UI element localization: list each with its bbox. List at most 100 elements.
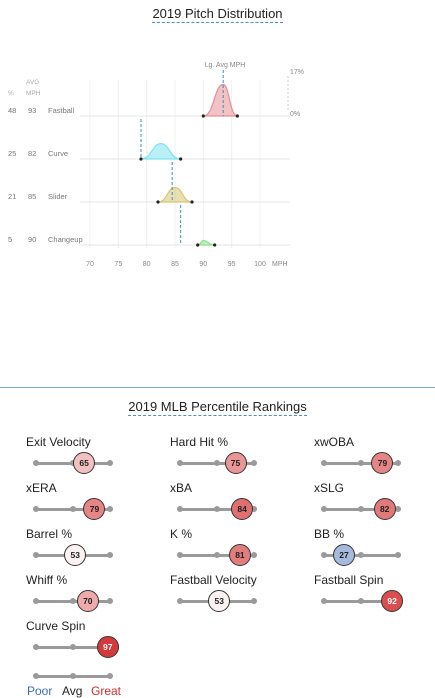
x-tick-label: 75 xyxy=(114,261,122,268)
metric-label: Fastball Spin xyxy=(314,573,384,587)
x-tick-label: 90 xyxy=(199,261,207,268)
percentile-tick xyxy=(395,506,401,512)
range-max-dot xyxy=(213,243,217,247)
pitch-mph: 82 xyxy=(28,149,36,158)
legend-tick xyxy=(107,673,113,679)
percentile-bubble: 84 xyxy=(231,498,254,520)
pitch-density-curve xyxy=(197,239,215,246)
metric-label: Exit Velocity xyxy=(26,435,91,449)
percentile-tick xyxy=(33,460,39,466)
percentile-bubble: 97 xyxy=(96,636,119,658)
range-max-dot xyxy=(190,200,194,204)
pitch-density-curve xyxy=(203,83,238,117)
percentile-tick xyxy=(177,460,183,466)
pitch-density-curve xyxy=(140,142,181,160)
percentile-tick xyxy=(33,552,39,558)
header-mph: MPH xyxy=(26,90,41,97)
metric-label: BB % xyxy=(314,527,345,541)
percentile-metric: xERA 79 xyxy=(26,481,136,527)
percentile-bubble: 70 xyxy=(76,590,99,612)
percentile-tick xyxy=(321,598,327,604)
percentile-metric: xBA 84 xyxy=(170,481,280,527)
distribution-title: 2019 Pitch Distribution xyxy=(152,6,283,23)
max-pct-label: 17% xyxy=(290,69,304,76)
percentile-metric: Exit Velocity 65 xyxy=(26,435,136,481)
percentile-tick xyxy=(214,460,220,466)
percentile-tick xyxy=(214,552,220,558)
percentile-tick xyxy=(321,552,327,558)
x-tick-label: 100 xyxy=(254,261,266,268)
pitch-name: Curve xyxy=(48,149,68,158)
header-pct: % xyxy=(8,90,14,97)
metric-label: Fastball Velocity xyxy=(170,573,257,587)
x-tick-label: 70 xyxy=(86,261,94,268)
percentile-bubble: 92 xyxy=(381,590,404,612)
range-min-dot xyxy=(196,243,200,247)
pitch-name: Slider xyxy=(48,192,68,201)
percentile-metric: K % 81 xyxy=(170,527,280,573)
percentile-tick xyxy=(177,506,183,512)
percentile-tick xyxy=(358,506,364,512)
range-min-dot xyxy=(201,114,205,118)
range-min-dot xyxy=(156,200,160,204)
legend-tick xyxy=(70,673,76,679)
percentile-bubble: 53 xyxy=(64,544,87,566)
percentile-tick xyxy=(33,598,39,604)
x-tick-label: 95 xyxy=(228,261,236,268)
percentile-bubble: 65 xyxy=(73,452,96,474)
pitch-mph: 90 xyxy=(28,235,36,244)
range-min-dot xyxy=(139,157,143,161)
percentile-bubble: 75 xyxy=(224,452,247,474)
percentile-tick xyxy=(214,506,220,512)
percentile-bubble: 81 xyxy=(228,544,251,566)
percentile-tick xyxy=(107,552,113,558)
rankings-title: 2019 MLB Percentile Rankings xyxy=(128,399,307,416)
percentile-metric: Fastball Velocity 53 xyxy=(170,573,280,619)
pitch-name: Fastball xyxy=(48,106,75,115)
percentile-tick xyxy=(251,598,257,604)
range-max-dot xyxy=(235,114,239,118)
metric-label: xERA xyxy=(26,481,57,495)
percentile-tick xyxy=(70,644,76,650)
lg-avg-label: Lg. Avg MPH xyxy=(205,62,246,69)
metric-label: Curve Spin xyxy=(26,619,86,633)
percentile-tick xyxy=(33,506,39,512)
pitch-density-curve xyxy=(157,186,193,203)
metric-label: Hard Hit % xyxy=(170,435,229,449)
pitch-pct: 48 xyxy=(8,106,16,115)
header-avg: AVG xyxy=(26,79,39,86)
percentile-metric: Hard Hit % 75 xyxy=(170,435,280,481)
percentile-bubble: 82 xyxy=(373,498,396,520)
x-tick-label: 80 xyxy=(143,261,151,268)
percentile-bubble: 53 xyxy=(208,590,231,612)
pitch-mph: 85 xyxy=(28,192,36,201)
metric-label: xwOBA xyxy=(314,435,355,449)
percentile-tick xyxy=(251,460,257,466)
percentile-tick xyxy=(395,552,401,558)
percentile-metric: Barrel % 53 xyxy=(26,527,136,573)
percentile-tick xyxy=(358,552,364,558)
percentile-tick xyxy=(107,598,113,604)
metric-label: K % xyxy=(170,527,193,541)
section-divider xyxy=(0,387,435,388)
percentile-tick xyxy=(70,598,76,604)
percentile-metric: Whiff % 70 xyxy=(26,573,136,619)
percentile-tick xyxy=(70,506,76,512)
percentile-metric: Curve Spin 97 xyxy=(26,619,136,665)
x-tick-label: 85 xyxy=(171,261,179,268)
percentile-tick xyxy=(358,460,364,466)
percentile-tick xyxy=(395,460,401,466)
metric-label: Barrel % xyxy=(26,527,73,541)
pitch-pct: 5 xyxy=(8,235,12,244)
percentile-tick xyxy=(70,460,76,466)
legend-avg: Avg xyxy=(62,684,83,698)
percentile-tick xyxy=(107,506,113,512)
percentile-metric: BB % 27 xyxy=(314,527,424,573)
metric-label: xBA xyxy=(170,481,193,495)
metric-label: Whiff % xyxy=(26,573,68,587)
x-unit-label: MPH xyxy=(272,261,288,268)
percentile-bubble: 27 xyxy=(332,544,355,566)
percentile-metric: Fastball Spin 92 xyxy=(314,573,424,619)
pitch-pct: 21 xyxy=(8,192,16,201)
percentile-tick xyxy=(251,552,257,558)
